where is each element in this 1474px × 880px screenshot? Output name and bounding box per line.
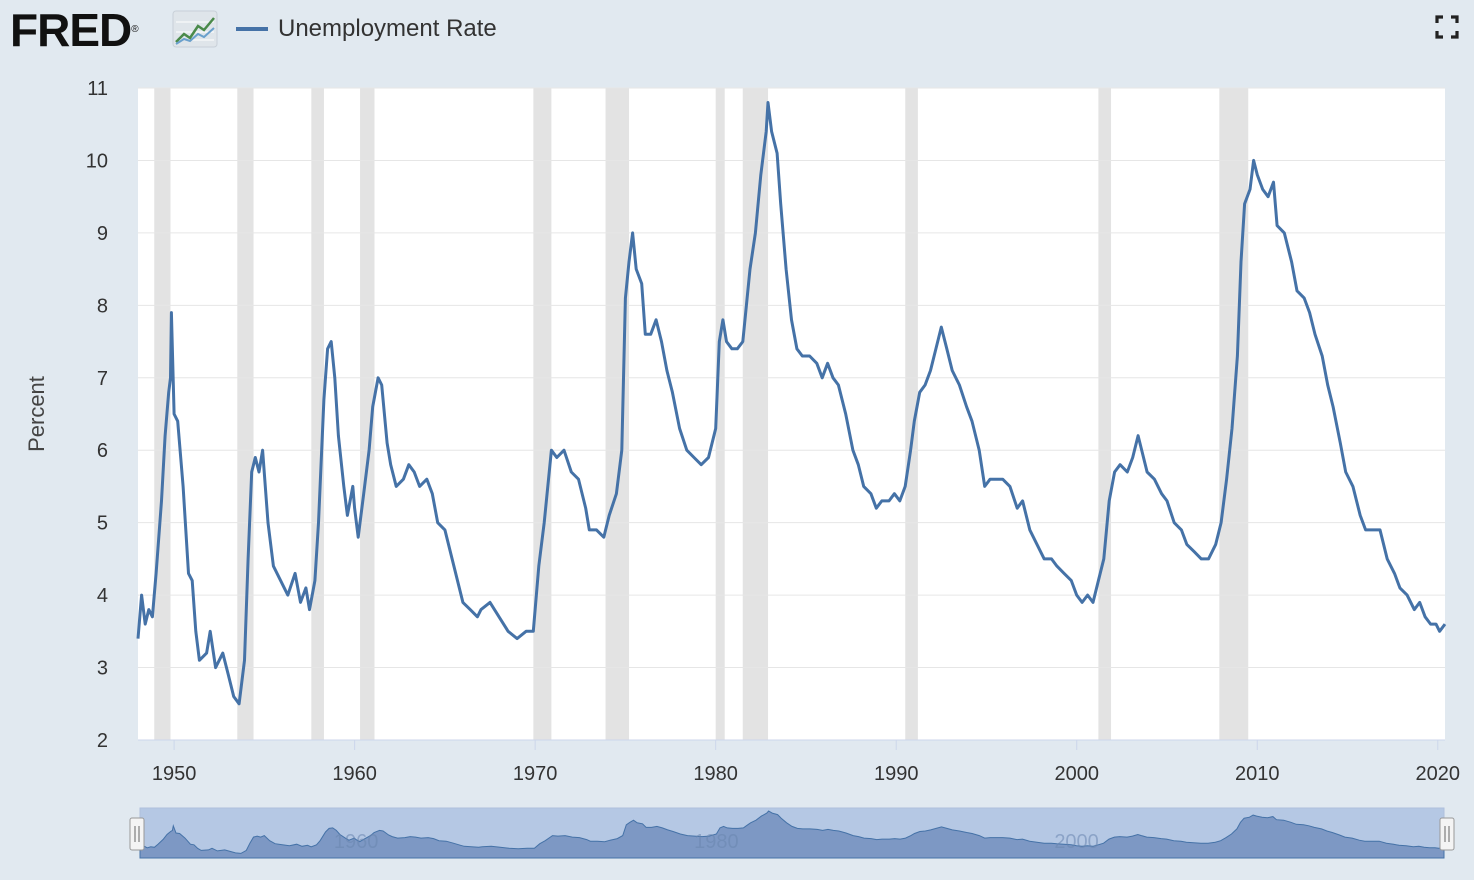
x-tick-label: 1970 bbox=[513, 763, 558, 785]
y-tick-label: 11 bbox=[87, 78, 108, 100]
recession-band bbox=[154, 88, 171, 740]
chart-header: FRED® Unemployment Rate bbox=[0, 0, 1474, 60]
recession-band bbox=[1098, 88, 1112, 740]
x-tick-label: 2010 bbox=[1235, 763, 1280, 785]
x-tick-label: 1950 bbox=[152, 763, 197, 785]
x-tick-label: 1990 bbox=[874, 763, 919, 785]
x-tick-label: 1980 bbox=[693, 763, 738, 785]
fred-logo-text: FRED bbox=[10, 4, 132, 56]
navigator-tick-label: 2000 bbox=[1054, 831, 1099, 853]
y-tick-label: 4 bbox=[97, 585, 108, 607]
navigator-tick-label: 1960 bbox=[334, 831, 379, 853]
fullscreen-icon[interactable] bbox=[1434, 14, 1460, 40]
y-tick-label: 6 bbox=[97, 440, 108, 462]
recession-band bbox=[905, 88, 918, 740]
navigator-handle-left[interactable] bbox=[129, 817, 145, 851]
recession-band bbox=[533, 88, 552, 740]
recession-band bbox=[605, 88, 630, 740]
trend-chart-icon bbox=[172, 10, 218, 48]
y-tick-label: 10 bbox=[86, 150, 108, 172]
navigator-series bbox=[139, 810, 1445, 859]
navigator-handle-right[interactable] bbox=[1439, 817, 1455, 851]
x-tick-label: 2000 bbox=[1054, 763, 1099, 785]
y-tick-label: 3 bbox=[97, 658, 108, 680]
y-tick-label: 2 bbox=[97, 730, 108, 752]
x-tick-label: 2020 bbox=[1416, 763, 1461, 785]
x-tick-label: 1960 bbox=[332, 763, 377, 785]
registered-mark: ® bbox=[131, 24, 138, 35]
fred-logo[interactable]: FRED® bbox=[10, 4, 139, 56]
recession-band bbox=[237, 88, 254, 740]
y-tick-label: 8 bbox=[97, 295, 108, 317]
legend-label: Unemployment Rate bbox=[278, 15, 497, 42]
legend-swatch bbox=[236, 27, 268, 31]
recession-band bbox=[715, 88, 725, 740]
navigator-tick-label: 1980 bbox=[694, 831, 739, 853]
y-axis-label: Percent bbox=[24, 376, 49, 452]
legend[interactable]: Unemployment Rate bbox=[236, 14, 497, 44]
recession-band bbox=[742, 88, 769, 740]
y-tick-label: 5 bbox=[97, 513, 108, 535]
y-tick-label: 7 bbox=[97, 368, 108, 390]
recession-band bbox=[360, 88, 375, 740]
y-tick-label: 9 bbox=[97, 223, 108, 245]
series-line-unemployment-rate[interactable] bbox=[136, 101, 1447, 706]
